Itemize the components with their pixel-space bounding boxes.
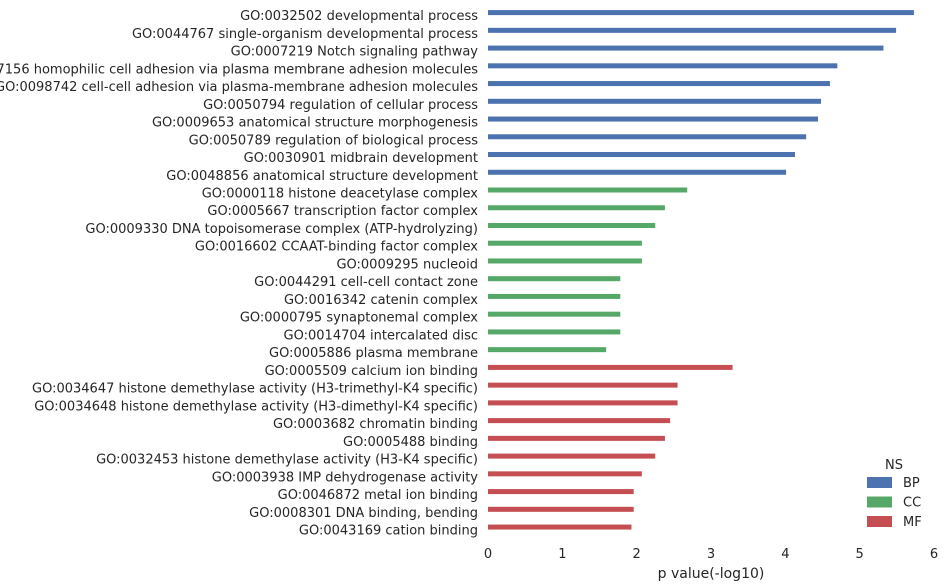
category-label-27: GO:0003938 IMP dehydrogenase activity	[212, 470, 479, 485]
category-label-29: GO:0008301 DNA binding, bending	[249, 506, 478, 521]
bar-28	[488, 489, 634, 495]
category-label-10: GO:0048856 anatomical structure developm…	[166, 169, 478, 184]
category-label-26: GO:0032453 histone demethylase activity …	[96, 453, 478, 468]
x-axis-title: p value(-log10)	[658, 566, 765, 582]
x-axis-ticks: 0 1 2 3 4 5 6	[484, 547, 938, 562]
bar-27	[488, 471, 642, 477]
category-label-8: GO:0050789 regulation of biological proc…	[189, 133, 479, 148]
legend-title: NS	[885, 458, 903, 473]
category-label-9: GO:0030901 midbrain development	[244, 151, 478, 166]
bar-3	[488, 45, 884, 51]
x-tick-label-3: 3	[707, 547, 715, 562]
category-label-21: GO:0005509 calcium ion binding	[265, 364, 478, 379]
category-label-11: GO:0000118 histone deacetylase complex	[202, 187, 479, 202]
category-label-4: GO:0007156 homophilic cell adhesion via …	[0, 62, 478, 77]
bar-22	[488, 382, 678, 388]
x-tick-label-6: 6	[930, 547, 938, 562]
bar-20	[488, 347, 607, 353]
category-label-16: GO:0044291 cell-cell contact zone	[254, 275, 478, 290]
legend-swatch-cc	[867, 496, 892, 508]
bar-12	[488, 205, 665, 211]
bar-9	[488, 152, 795, 158]
bar-19	[488, 329, 621, 335]
x-tick-label-1: 1	[558, 547, 566, 562]
legend-label-cc: CC	[903, 496, 921, 511]
category-label-14: GO:0016602 CCAAT-binding factor complex	[195, 240, 478, 255]
category-label-28: GO:0046872 metal ion binding	[278, 488, 478, 503]
bar-23	[488, 400, 678, 406]
category-label-12: GO:0005667 transcription factor complex	[207, 204, 478, 219]
bar-6	[488, 98, 822, 104]
bar-26	[488, 453, 656, 459]
x-tick-label-0: 0	[484, 547, 492, 562]
bar-2	[488, 27, 897, 33]
category-label-24: GO:0003682 chromatin binding	[273, 417, 478, 432]
category-label-1: GO:0032502 developmental process	[240, 9, 478, 24]
category-label-30: GO:0043169 cation binding	[299, 524, 478, 539]
category-label-6: GO:0050794 regulation of cellular proces…	[203, 98, 478, 113]
bar-18	[488, 311, 621, 317]
category-label-7: GO:0009653 anatomical structure morphoge…	[152, 116, 478, 131]
category-label-2: GO:0044767 single-organism developmental…	[132, 27, 478, 42]
bar-16	[488, 276, 621, 282]
category-label-17: GO:0016342 catenin complex	[284, 293, 478, 308]
bar-30	[488, 524, 632, 530]
category-label-15: GO:0009295 nucleoid	[336, 257, 478, 272]
legend-label-bp: BP	[903, 476, 920, 491]
bar-15	[488, 258, 642, 264]
category-label-18: GO:0000795 synaptonemal complex	[240, 311, 478, 326]
legend: NS BP CC MF	[867, 458, 922, 530]
category-label-3: GO:0007219 Notch signaling pathway	[231, 45, 479, 60]
bar-21	[488, 364, 733, 370]
x-tick-label-4: 4	[781, 547, 789, 562]
category-label-22: GO:0034647 histone demethylase activity …	[32, 382, 478, 397]
x-tick-label-2: 2	[633, 547, 641, 562]
x-tick-label-5: 5	[856, 547, 864, 562]
bar-5	[488, 81, 830, 87]
bar-17	[488, 293, 621, 299]
category-label-25: GO:0005488 binding	[343, 435, 478, 450]
category-label-13: GO:0009330 DNA topoisomerase complex (AT…	[85, 222, 478, 237]
bar-8	[488, 134, 807, 140]
bar-25	[488, 435, 665, 441]
bar-13	[488, 222, 656, 228]
bar-14	[488, 240, 642, 246]
category-label-23: GO:0034648 histone demethylase activity …	[34, 399, 478, 414]
category-label-20: GO:0005886 plasma membrane	[269, 346, 478, 361]
category-label-5: GO:0098742 cell-cell adhesion via plasma…	[0, 80, 478, 95]
legend-swatch-bp	[867, 477, 892, 488]
category-labels: GO:0032502 developmental process GO:00447…	[0, 9, 478, 538]
bar-11	[488, 187, 688, 193]
bar-24	[488, 418, 671, 424]
bar-4	[488, 63, 838, 69]
bar-1	[488, 10, 914, 16]
bar-10	[488, 169, 787, 175]
bars-group	[488, 10, 914, 530]
legend-label-mf: MF	[903, 515, 922, 530]
legend-swatch-mf	[867, 516, 892, 527]
bar-29	[488, 506, 634, 512]
category-label-19: GO:0014704 intercalated disc	[284, 328, 478, 343]
bar-7	[488, 116, 819, 122]
